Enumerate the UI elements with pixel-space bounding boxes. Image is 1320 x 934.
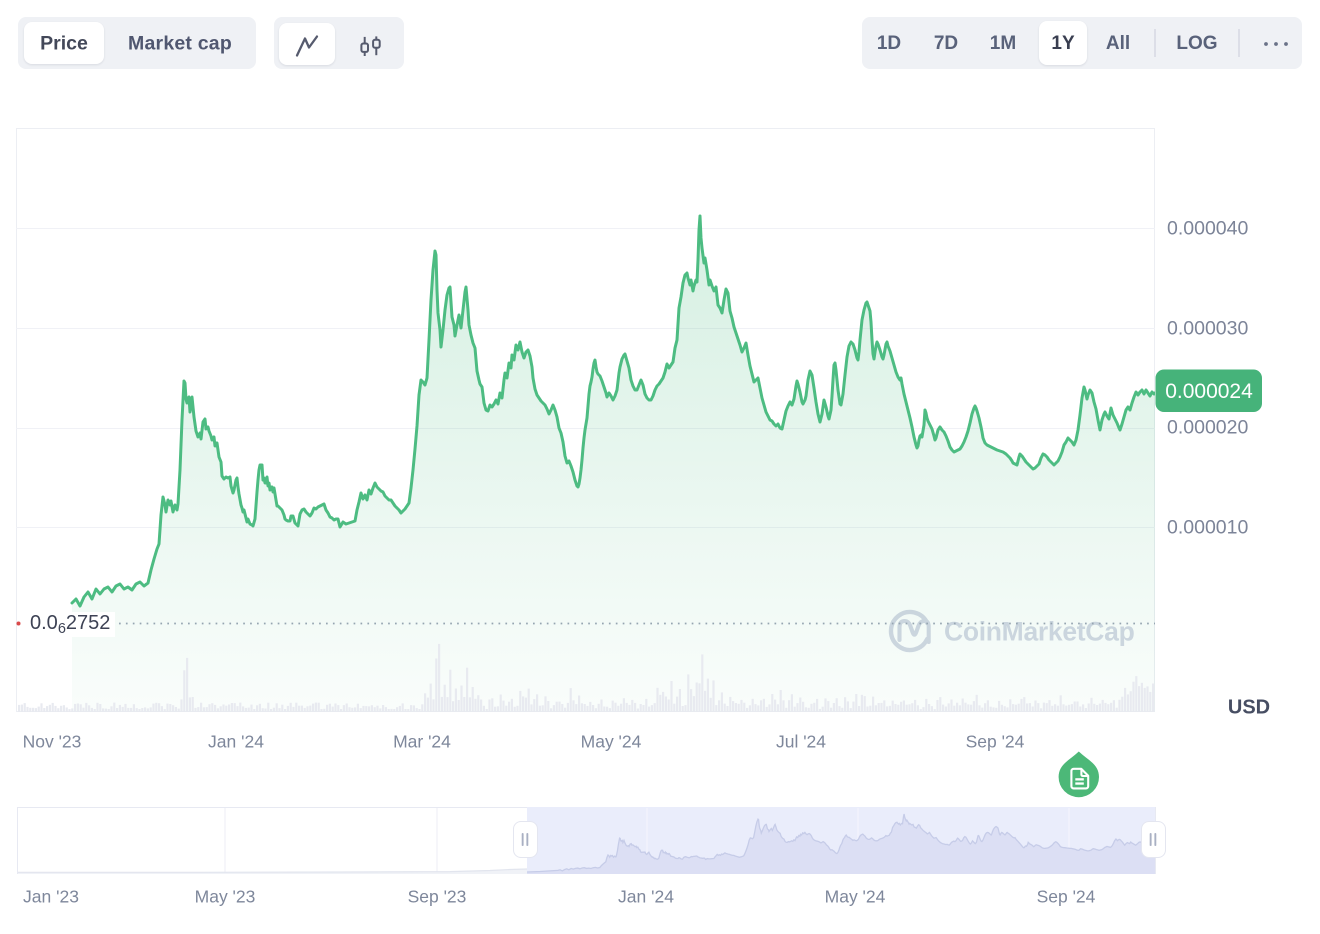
svg-text:0.000024: 0.000024 bbox=[1165, 380, 1253, 403]
svg-text:CoinMarketCap: CoinMarketCap bbox=[944, 617, 1135, 647]
